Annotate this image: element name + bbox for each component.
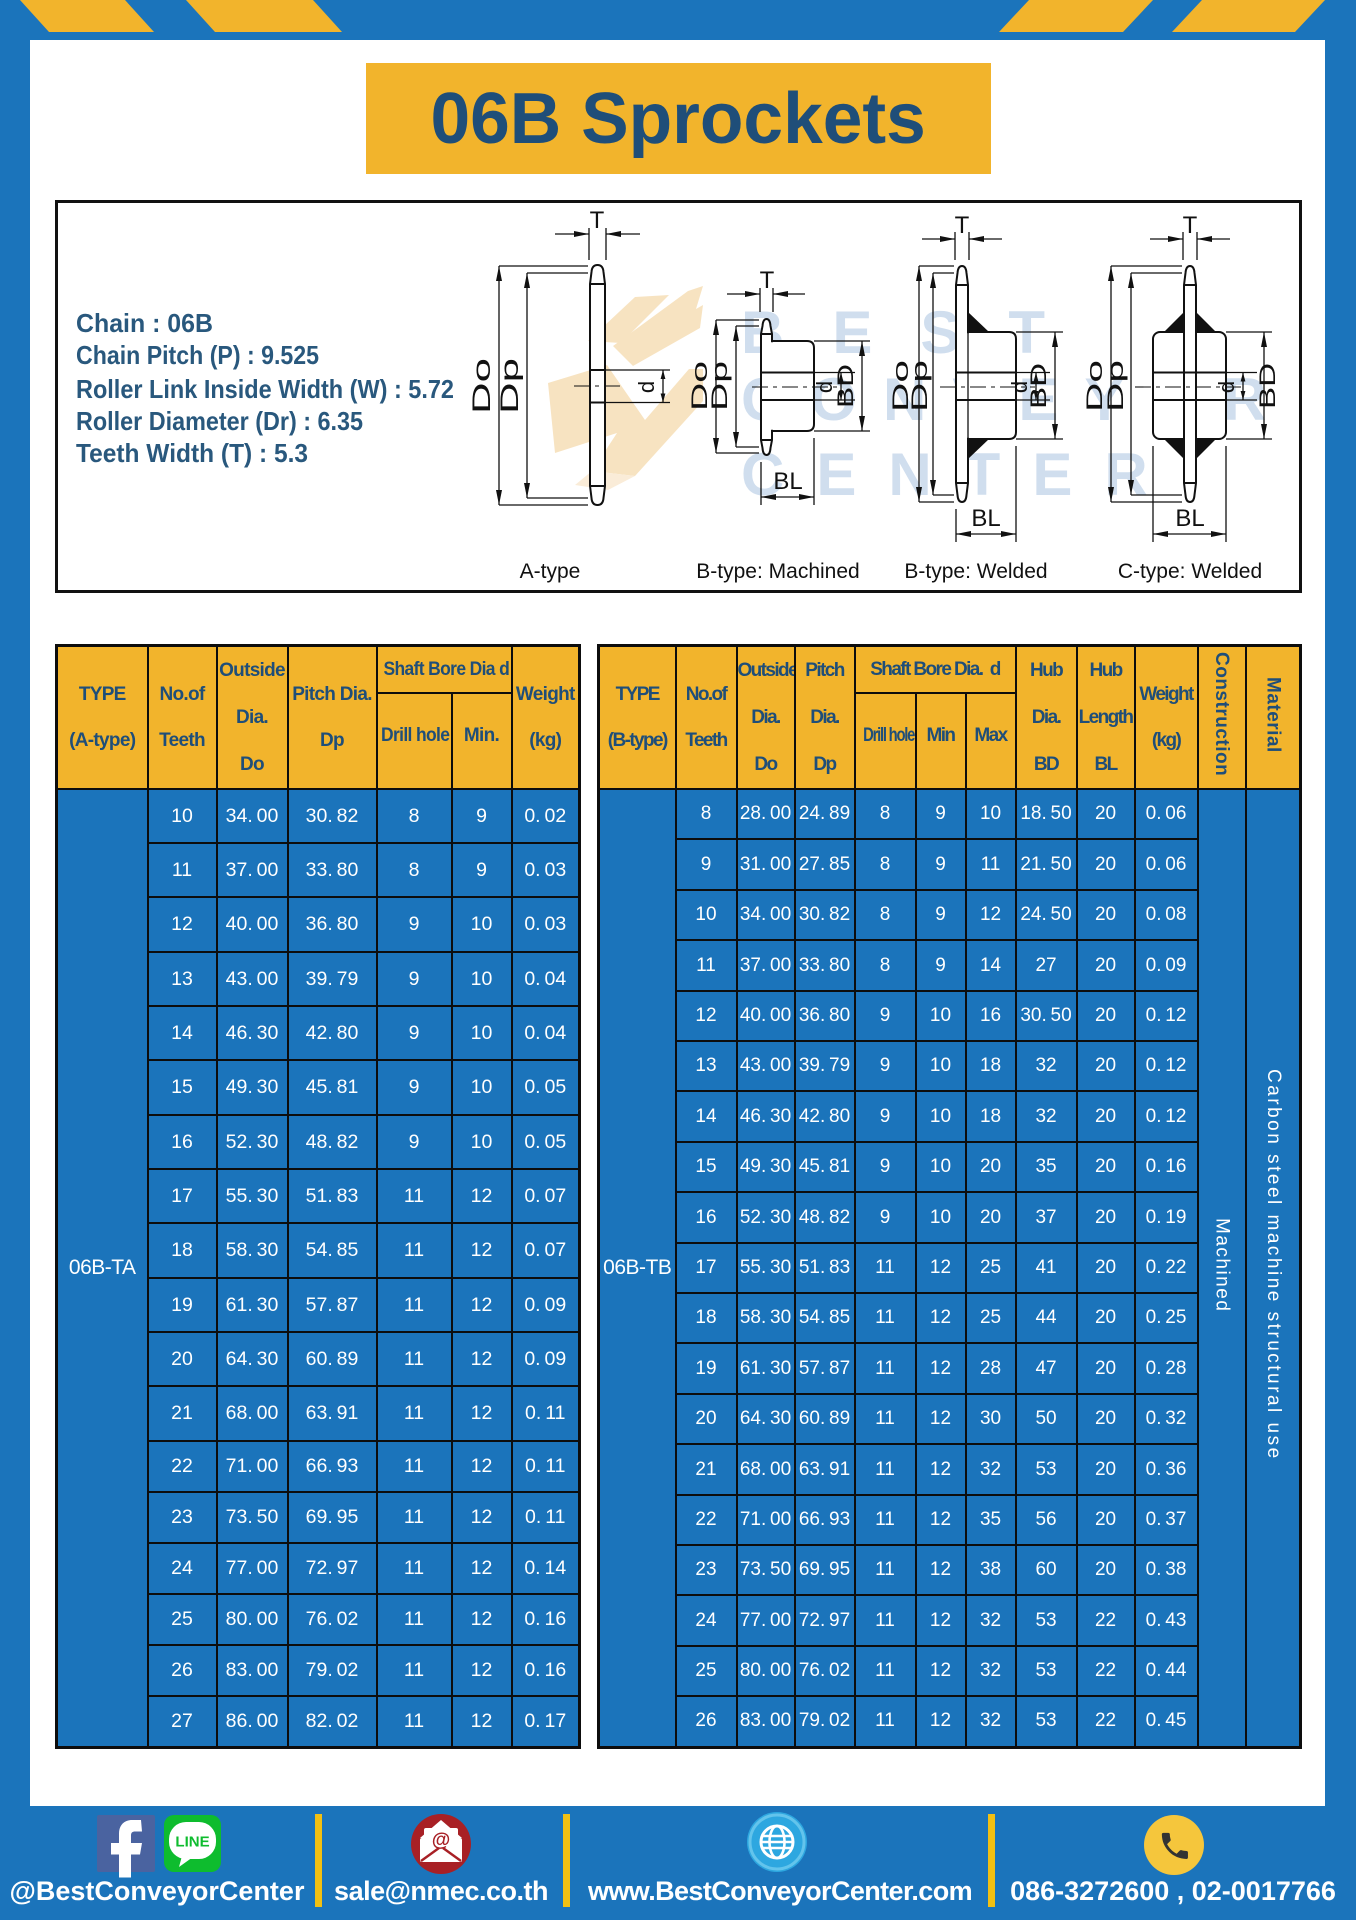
svg-text:T: T <box>955 212 970 239</box>
svg-text:Roller Link Inside Width (W): Roller Link Inside Width (W) : 5.72 <box>76 374 454 404</box>
svg-text:Roller Diameter (Dr) : 6.35: Roller Diameter (Dr) : 6.35 <box>76 406 363 436</box>
svg-text:Dp: Dp <box>1103 360 1128 412</box>
svg-text:BD: BD <box>1255 363 1280 409</box>
svg-text:C-type: Welded: C-type: Welded <box>1118 560 1262 583</box>
svg-text:@: @ <box>432 1830 451 1851</box>
svg-text:BD: BD <box>1026 363 1051 409</box>
svg-text:A-type: A-type <box>520 560 581 583</box>
svg-text:Teeth Width (T) : 5.3: Teeth Width (T) : 5.3 <box>76 438 308 468</box>
svg-text:BL: BL <box>773 468 802 495</box>
svg-text:BL: BL <box>1175 505 1204 532</box>
svg-text:T: T <box>1183 212 1198 239</box>
svg-text:LINE: LINE <box>175 1834 209 1851</box>
svg-text:d: d <box>812 381 837 393</box>
svg-text:Dp: Dp <box>907 360 932 412</box>
svg-text:d: d <box>1007 381 1032 393</box>
svg-text:Chain : 06B: Chain : 06B <box>76 308 213 338</box>
svg-text:Dp: Dp <box>496 358 524 414</box>
svg-text:Do: Do <box>1082 360 1107 412</box>
svg-text:Do: Do <box>687 361 712 411</box>
svg-text:Do: Do <box>468 358 496 414</box>
svg-text:T: T <box>760 267 775 294</box>
svg-text:B-type: Machined: B-type: Machined <box>696 560 859 583</box>
svg-text:B-type: Welded: B-type: Welded <box>904 560 1047 583</box>
svg-text:BL: BL <box>971 505 1000 532</box>
svg-text:d: d <box>634 381 659 393</box>
svg-text:Dp: Dp <box>707 361 732 411</box>
svg-text:Chain Pitch (P) : 9.525: Chain Pitch (P) : 9.525 <box>76 340 319 370</box>
svg-text:Do: Do <box>888 360 913 412</box>
svg-text:T: T <box>590 207 605 234</box>
svg-text:d: d <box>1214 381 1239 393</box>
svg-text:BD: BD <box>833 364 858 408</box>
